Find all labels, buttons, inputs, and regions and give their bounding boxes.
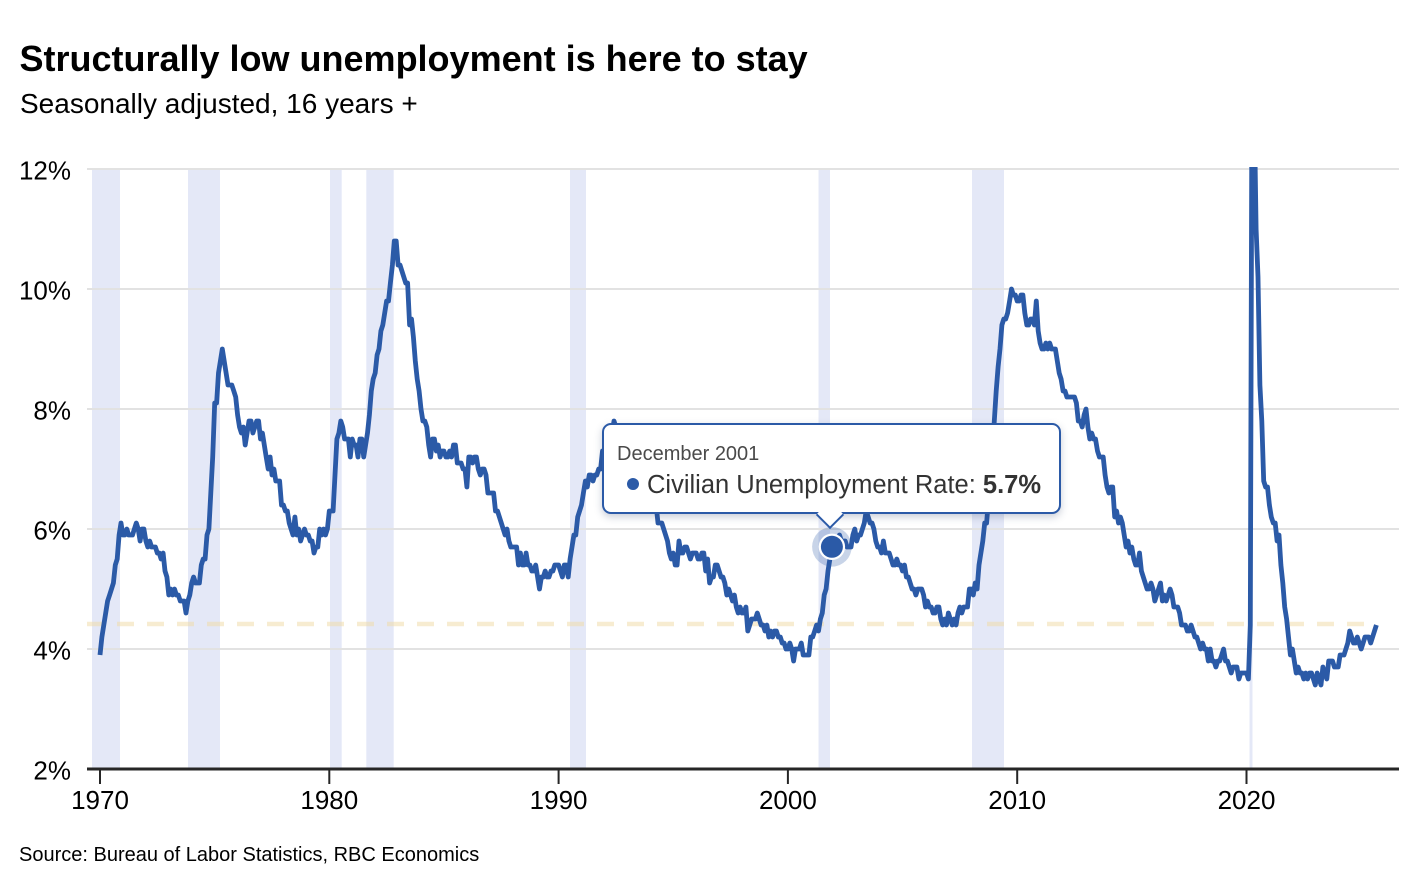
svg-text:2020: 2020 [1218, 785, 1276, 815]
svg-text:10%: 10% [19, 276, 71, 306]
svg-text:12%: 12% [19, 156, 71, 186]
svg-text:1970: 1970 [71, 785, 129, 815]
svg-text:8%: 8% [33, 396, 71, 426]
svg-text:6%: 6% [33, 516, 71, 546]
svg-text:1980: 1980 [300, 785, 358, 815]
svg-text:2010: 2010 [988, 785, 1046, 815]
svg-text:1990: 1990 [530, 785, 588, 815]
svg-text:4%: 4% [33, 636, 71, 666]
svg-text:2%: 2% [33, 756, 71, 786]
svg-text:2000: 2000 [759, 785, 817, 815]
